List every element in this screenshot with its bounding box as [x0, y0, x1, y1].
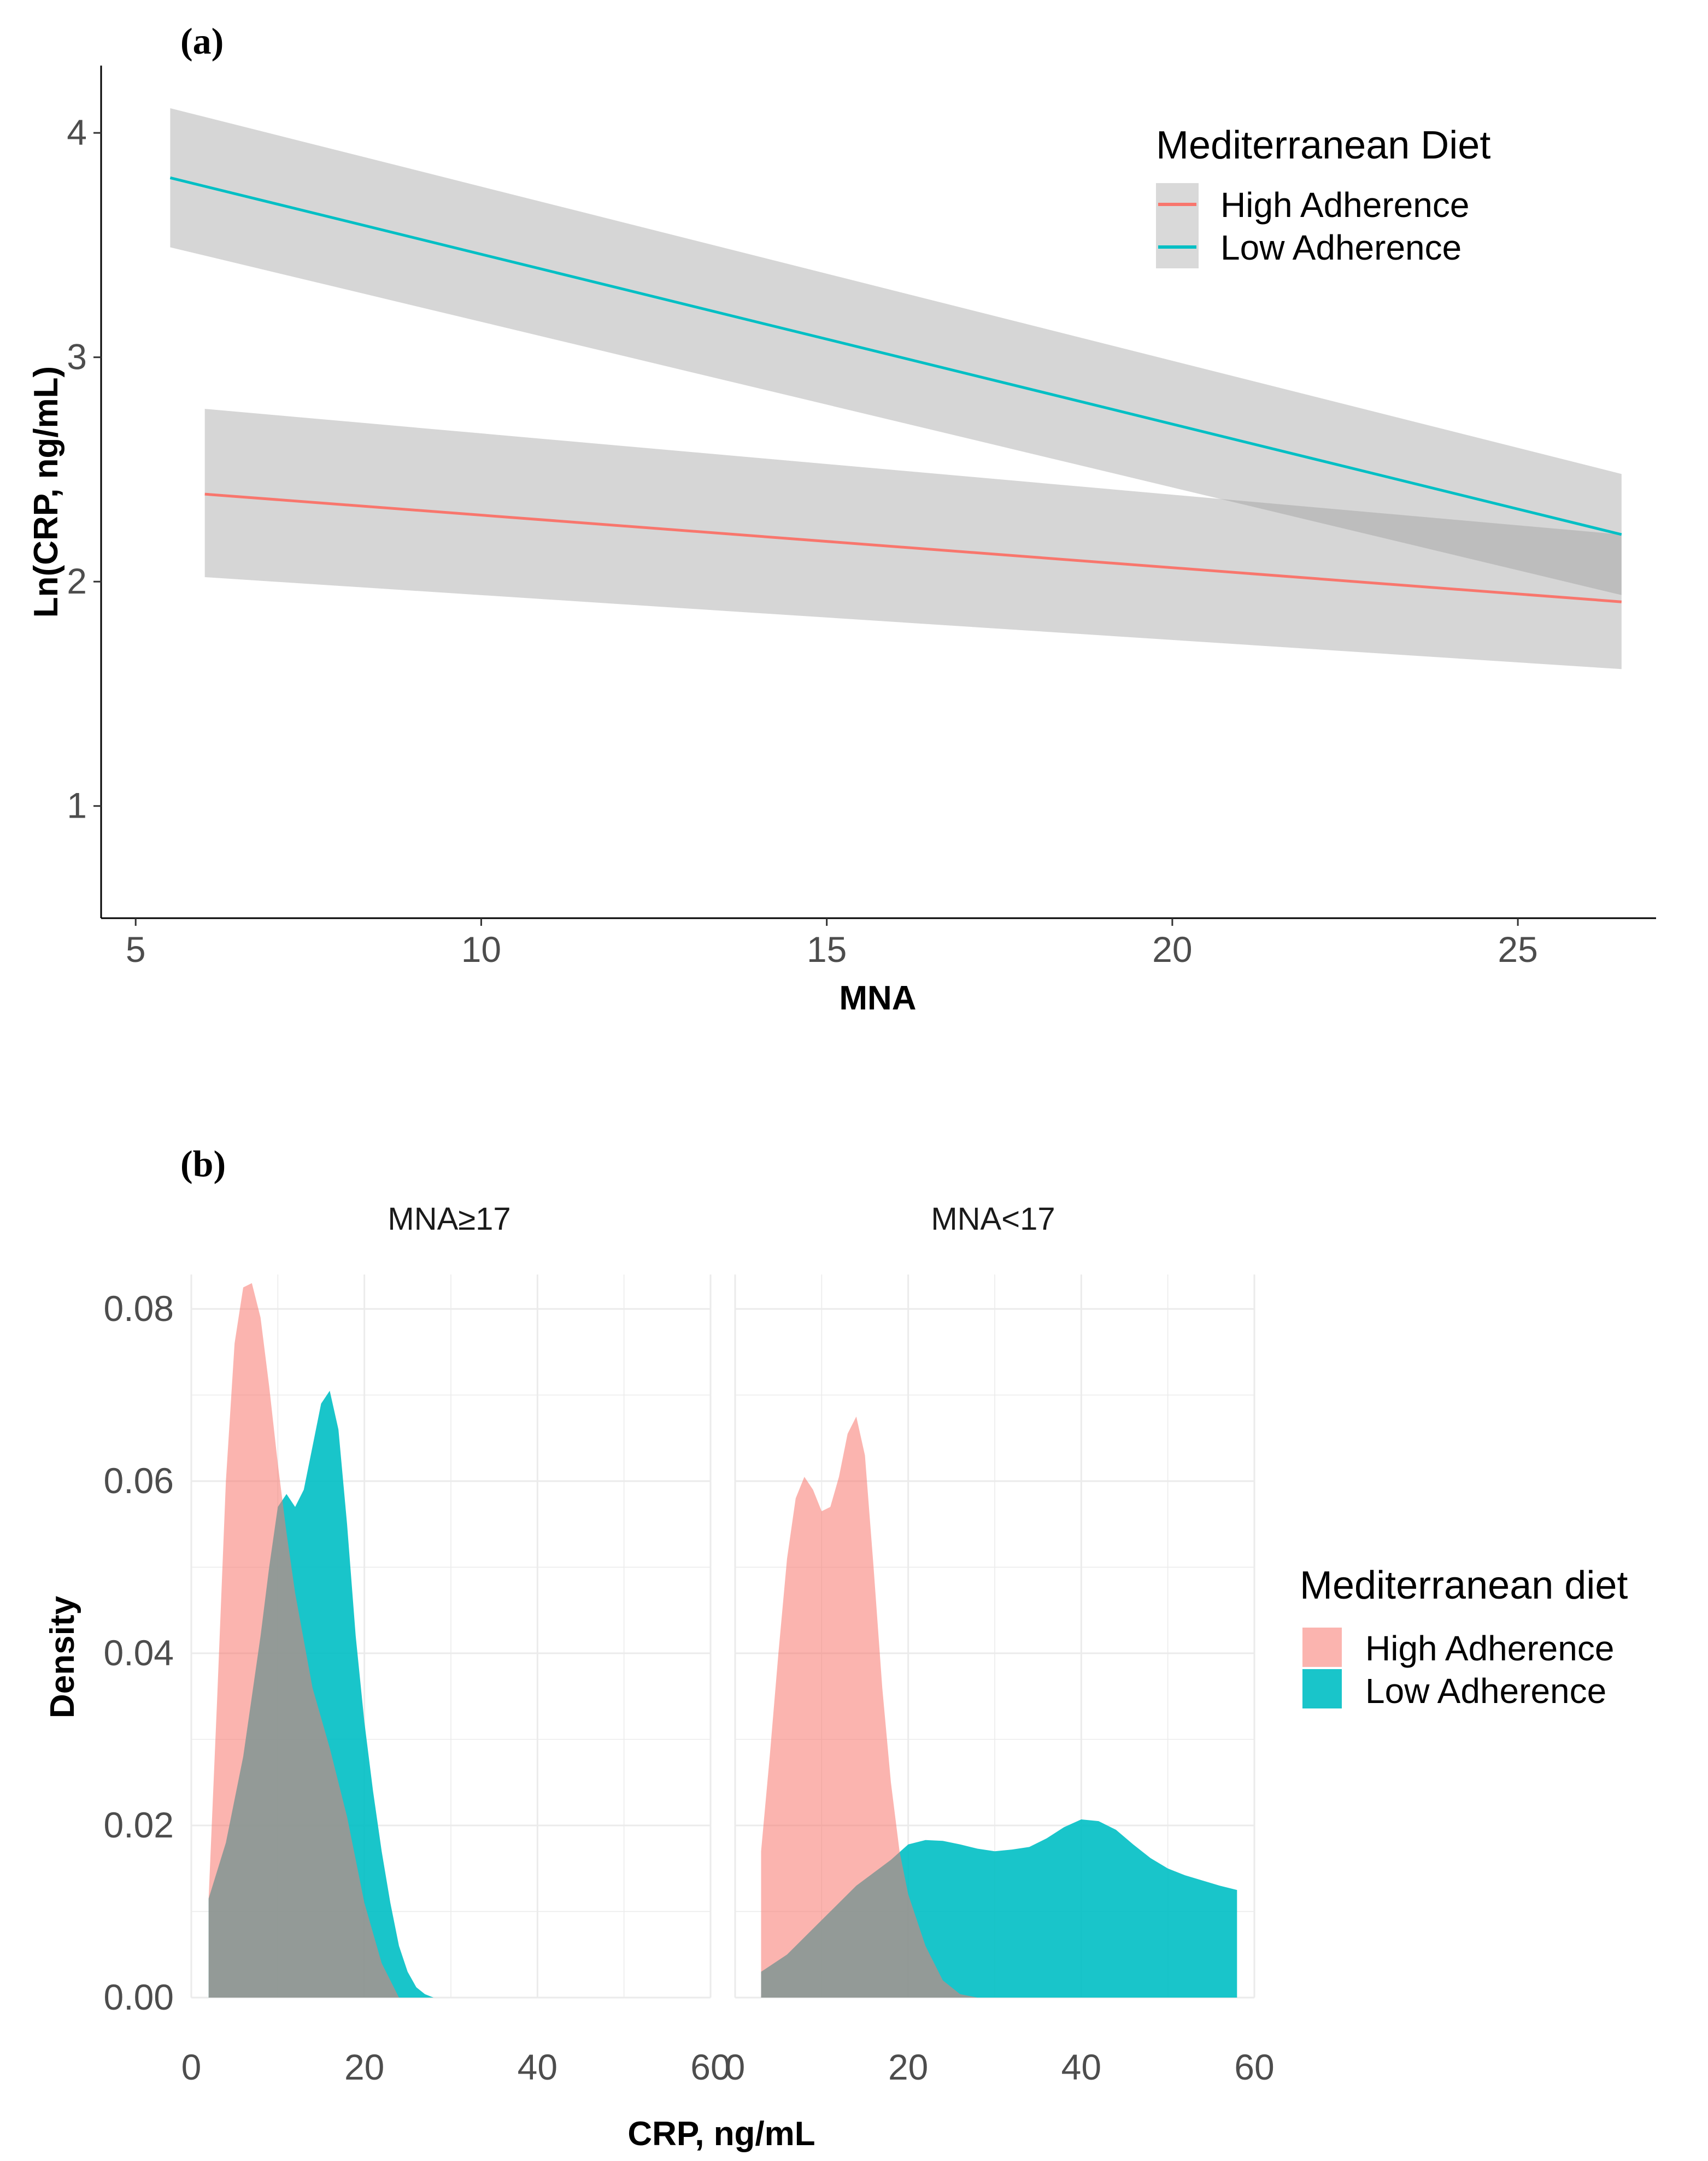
a-confidence-bands [170, 108, 1622, 670]
b-y-tick-label: 0.06 [104, 1460, 174, 1501]
a-legend: Mediterranean Diet High Adherence Low Ad… [1156, 124, 1490, 268]
b-x-tick-label: 20 [888, 2047, 928, 2087]
b-x-tick-label: 60 [1234, 2047, 1274, 2087]
a-legend-label-high: High Adherence [1220, 185, 1469, 225]
b-x-tick-label: 20 [344, 2047, 384, 2087]
panel-a-line-chart: (a) 5 10 15 20 25 1 2 3 4 MNA Ln(CRP, ng/mL) Me… [27, 20, 1656, 1017]
b-density-areas [208, 1283, 1237, 1998]
b-x-tick-label: 0 [181, 2047, 202, 2087]
b-y-tick-label: 0.00 [104, 1977, 174, 2017]
a-y-ticks: 1 2 3 4 [67, 112, 101, 826]
a-y-tick-label: 4 [67, 112, 87, 152]
panel-b-label: (b) [180, 1143, 226, 1184]
b-legend-label-low: Low Adherence [1365, 1671, 1606, 1711]
b-x-tick-label: 0 [725, 2047, 746, 2087]
a-x-tick-label: 25 [1498, 929, 1537, 970]
a-y-tick-label: 2 [67, 561, 87, 601]
b-legend: Mediterranean diet High Adherence Low Ad… [1300, 1564, 1628, 1711]
a-legend-title: Mediterranean Diet [1156, 124, 1490, 167]
a-x-tick-label: 5 [126, 929, 146, 970]
density-mna-17-high-adherence [208, 1283, 399, 1998]
b-x-tick-label: 60 [690, 2047, 730, 2087]
b-y-axis-title: Density [44, 1596, 81, 1718]
a-y-tick-label: 1 [67, 785, 87, 826]
ci-band-low-adherence [170, 108, 1622, 595]
b-legend-title: Mediterranean diet [1300, 1564, 1628, 1607]
line-low-adherence [169, 176, 1622, 536]
b-y-tick-label: 0.08 [104, 1288, 174, 1329]
a-y-tick-label: 3 [67, 337, 87, 377]
a-y-axis-title: Ln(CRP, ng/mL) [27, 366, 65, 618]
a-x-ticks: 5 10 15 20 25 [126, 918, 1538, 970]
b-x-axis-title: CRP, ng/mL [627, 2115, 815, 2153]
b-x-ticks: 0 20 40 600 20 40 60 [181, 2047, 1275, 2087]
a-regression-lines [169, 176, 1622, 603]
b-legend-key-low [1302, 1669, 1342, 1708]
line-high-adherence [204, 492, 1622, 603]
a-x-tick-label: 10 [461, 929, 501, 970]
panel-b-density-chart: (b) MNA≥17 MNA<17 0.00 0.02 0.04 0.06 0.08 0… [44, 1143, 1628, 2153]
b-x-tick-label: 40 [518, 2047, 557, 2087]
b-legend-key-high [1302, 1628, 1342, 1667]
a-x-tick-label: 20 [1152, 929, 1192, 970]
a-x-tick-label: 15 [807, 929, 847, 970]
panel-a-label: (a) [180, 20, 224, 62]
ci-band-high-adherence [204, 409, 1622, 670]
a-x-axis-title: MNA [839, 979, 916, 1017]
density-mna-17-high-adherence [761, 1416, 978, 1998]
facet-strip-mna-ge-17: MNA≥17 [388, 1201, 510, 1237]
facet-strip-mna-lt-17: MNA<17 [931, 1201, 1055, 1237]
a-legend-label-low: Low Adherence [1220, 228, 1462, 267]
b-legend-label-high: High Adherence [1365, 1629, 1614, 1668]
b-y-ticks: 0.00 0.02 0.04 0.06 0.08 [104, 1288, 174, 2017]
b-y-tick-label: 0.02 [104, 1805, 174, 1845]
b-x-tick-label: 40 [1061, 2047, 1101, 2087]
b-y-tick-label: 0.04 [104, 1633, 174, 1673]
